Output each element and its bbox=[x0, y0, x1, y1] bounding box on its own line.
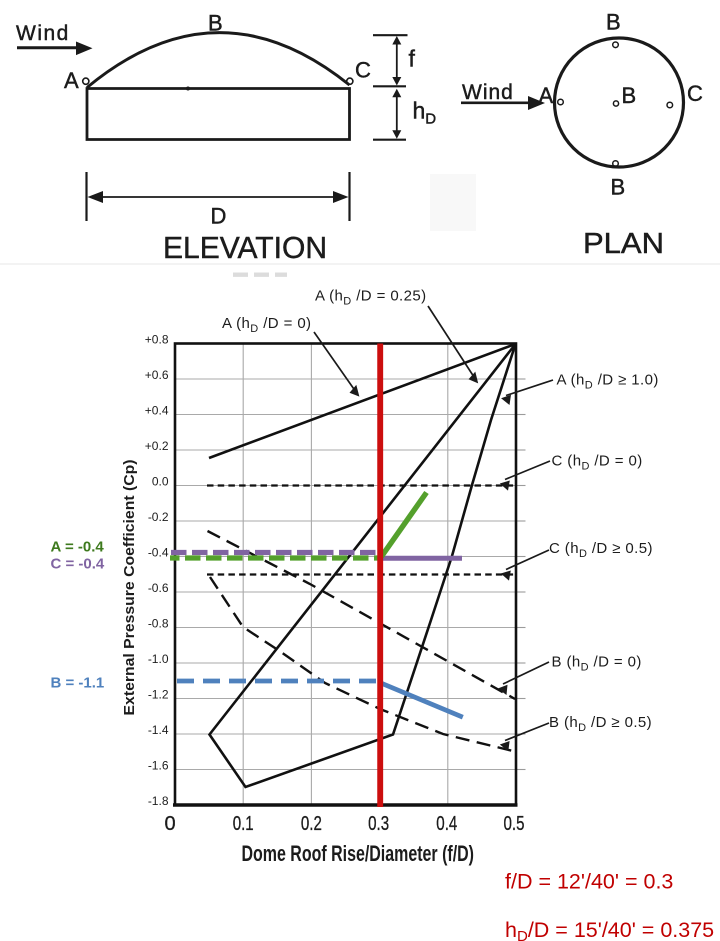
svg-text:+0.2: +0.2 bbox=[145, 439, 169, 453]
svg-text:A = -0.4: A = -0.4 bbox=[51, 539, 105, 556]
svg-text:0.5: 0.5 bbox=[504, 813, 525, 835]
svg-text:A: A bbox=[64, 68, 79, 93]
svg-text:A (hD /D ≥ 1.0): A (hD /D ≥ 1.0) bbox=[557, 372, 659, 392]
svg-text:Wind: Wind bbox=[16, 22, 70, 45]
svg-text:-0.4: -0.4 bbox=[148, 545, 169, 559]
svg-text:B: B bbox=[606, 10, 621, 35]
svg-text:B (hD /D ≥ 0.5): B (hD /D ≥ 0.5) bbox=[549, 714, 652, 734]
svg-text:-0.2: -0.2 bbox=[148, 510, 169, 524]
svg-text:-1.0: -1.0 bbox=[148, 652, 169, 666]
svg-text:A (hD /D = 0.25): A (hD /D = 0.25) bbox=[315, 288, 427, 308]
svg-text:Dome Roof Rise/Diameter (f/D): Dome Roof Rise/Diameter (f/D) bbox=[242, 841, 475, 866]
svg-text:+0.4: +0.4 bbox=[145, 403, 169, 417]
svg-text:0.4: 0.4 bbox=[436, 813, 457, 835]
svg-text:-1.8: -1.8 bbox=[148, 794, 169, 808]
svg-text:-1.2: -1.2 bbox=[148, 687, 169, 701]
svg-text:0.3: 0.3 bbox=[368, 813, 389, 835]
svg-text:hD/D = 15'/40' = 0.375: hD/D = 15'/40' = 0.375 bbox=[505, 918, 714, 941]
svg-text:C (hD /D ≥ 0.5): C (hD /D ≥ 0.5) bbox=[549, 540, 653, 560]
svg-text:-1.6: -1.6 bbox=[148, 758, 169, 772]
svg-text:0.1: 0.1 bbox=[233, 813, 254, 835]
svg-text:0: 0 bbox=[164, 813, 175, 835]
svg-text:A: A bbox=[539, 83, 554, 108]
svg-text:C = -0.4: C = -0.4 bbox=[51, 556, 105, 573]
svg-text:-0.6: -0.6 bbox=[148, 581, 169, 595]
svg-text:f: f bbox=[409, 46, 416, 72]
svg-text:+0.6: +0.6 bbox=[145, 368, 169, 382]
svg-text:+0.8: +0.8 bbox=[145, 332, 169, 346]
svg-text:B: B bbox=[208, 11, 223, 36]
svg-text:-0.8: -0.8 bbox=[148, 616, 169, 630]
svg-text:C (hD /D = 0): C (hD /D = 0) bbox=[552, 453, 643, 473]
svg-text:C: C bbox=[687, 81, 703, 106]
svg-text:External Pressure Coefficient: External Pressure Coefficient (Cp) bbox=[121, 460, 138, 716]
svg-text:B (hD /D = 0): B (hD /D = 0) bbox=[552, 654, 642, 674]
svg-text:D: D bbox=[211, 204, 227, 229]
svg-text:A (hD /D = 0): A (hD /D = 0) bbox=[222, 315, 311, 335]
svg-text:B: B bbox=[622, 83, 637, 108]
svg-text:0.0: 0.0 bbox=[152, 474, 169, 488]
svg-text:ELEVATION: ELEVATION bbox=[163, 230, 327, 265]
svg-text:PLAN: PLAN bbox=[583, 228, 664, 260]
svg-text:B: B bbox=[611, 175, 626, 200]
svg-text:B = -1.1: B = -1.1 bbox=[51, 675, 105, 692]
svg-text:-1.4: -1.4 bbox=[148, 723, 169, 737]
svg-text:f/D = 12'/40' = 0.3: f/D = 12'/40' = 0.3 bbox=[505, 870, 673, 894]
svg-text:C: C bbox=[355, 58, 371, 83]
svg-text:0.2: 0.2 bbox=[301, 813, 322, 835]
svg-text:Wind: Wind bbox=[462, 81, 514, 104]
